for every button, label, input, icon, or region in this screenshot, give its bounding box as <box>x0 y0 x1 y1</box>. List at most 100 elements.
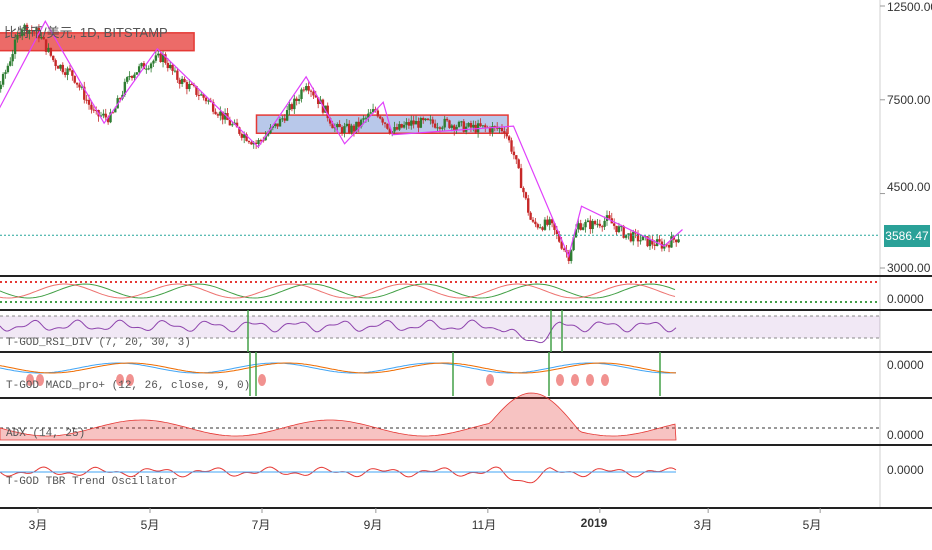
candle-body <box>467 122 470 127</box>
candle-body <box>379 116 382 119</box>
candle-body <box>574 229 578 238</box>
candle-body <box>126 77 129 82</box>
candle-body <box>285 110 289 121</box>
candle-body <box>431 119 434 124</box>
candle-body <box>369 112 372 114</box>
candle-body <box>140 63 143 67</box>
candle-body <box>519 168 523 189</box>
signal-dot <box>26 374 34 386</box>
candle-body <box>615 225 618 233</box>
candle-body <box>336 124 339 128</box>
candle-body <box>63 72 67 75</box>
candle-body <box>123 81 127 95</box>
candle-body <box>455 126 458 131</box>
candle-body <box>352 125 356 132</box>
candle-body <box>395 127 399 130</box>
candle-body <box>195 86 198 95</box>
candle-body <box>42 36 45 40</box>
candle-body <box>331 123 334 129</box>
candle-body <box>617 226 621 233</box>
pane5-zero-label: 0.0000 <box>887 463 924 477</box>
candle-body <box>629 233 633 242</box>
candle-body <box>338 124 341 128</box>
candle-body <box>445 118 449 121</box>
candle-body <box>309 90 313 92</box>
candle-body <box>47 47 50 52</box>
candle-body <box>176 70 179 80</box>
candle-body <box>109 112 112 123</box>
candle-body <box>326 105 329 119</box>
candle-body <box>507 136 511 141</box>
candle-body <box>87 99 91 105</box>
candle-body <box>658 239 661 242</box>
signal-dot <box>601 374 609 386</box>
candle-body <box>257 140 260 144</box>
candle-body <box>591 221 594 230</box>
candle-body <box>44 39 48 52</box>
candle-body <box>505 133 508 137</box>
candle-body <box>281 118 284 120</box>
pane2-band <box>0 316 880 338</box>
candle-body <box>133 74 136 78</box>
candle-body <box>381 118 384 123</box>
x-tick-label: 9月 <box>363 518 383 532</box>
candle-body <box>620 226 623 228</box>
candle-body <box>422 117 425 121</box>
candle-body <box>238 127 241 134</box>
candle-body <box>214 111 217 115</box>
candle-body <box>264 135 267 141</box>
candle-body <box>386 123 389 129</box>
candle-body <box>307 86 310 91</box>
x-tick-label: 5月 <box>140 518 160 532</box>
legend-rsi-div: T-GOD_RSI_DIV (7, 20, 30, 3) <box>6 337 191 349</box>
candle-body <box>114 108 117 113</box>
candle-body <box>524 192 528 199</box>
candle-body <box>639 240 642 242</box>
candle-body <box>290 104 294 110</box>
candle-body <box>104 113 107 118</box>
candle-body <box>441 127 444 129</box>
candle-body <box>180 78 184 84</box>
candle-body <box>252 142 255 145</box>
candle-body <box>558 233 561 242</box>
candle-body <box>560 241 563 249</box>
candle-body <box>460 121 463 123</box>
candle-body <box>221 111 224 120</box>
candle-body <box>350 125 353 133</box>
candle-body <box>6 65 10 73</box>
candle-body <box>677 239 680 243</box>
candle-body <box>11 54 14 62</box>
candle-body <box>202 94 205 98</box>
candle-body <box>66 68 69 75</box>
candle-body <box>388 128 391 133</box>
candle-body <box>293 98 296 110</box>
candle-body <box>529 212 532 220</box>
chart-title: 比特币/美元, 1D, BITSTAMP <box>4 25 168 40</box>
candle-body <box>472 124 475 128</box>
candle-body <box>231 124 234 126</box>
candle-body <box>271 126 275 128</box>
candle-body <box>250 142 253 145</box>
candle-body <box>168 64 172 69</box>
candle-body <box>498 127 501 129</box>
candle-body <box>481 125 485 127</box>
candle-body <box>28 30 31 34</box>
candle-body <box>128 76 131 78</box>
candle-body <box>405 122 408 125</box>
candle-body <box>1 74 5 85</box>
pane1-zero-label: 0.0000 <box>887 292 924 306</box>
candle-body <box>171 64 174 71</box>
candle-body <box>579 223 582 230</box>
candle-body <box>185 82 189 90</box>
candle-body <box>78 84 81 88</box>
candle-body <box>438 127 442 129</box>
candle-body <box>546 219 549 225</box>
x-tick-label: 2019 <box>580 516 608 530</box>
candle-body <box>364 117 368 119</box>
candle-body <box>367 113 370 118</box>
candle-body <box>49 47 53 56</box>
legend-macd-pro: T-GOD MACD_pro+ (12, 26, close, 9, 0) <box>6 380 251 392</box>
pane3-macd-line <box>0 362 677 374</box>
